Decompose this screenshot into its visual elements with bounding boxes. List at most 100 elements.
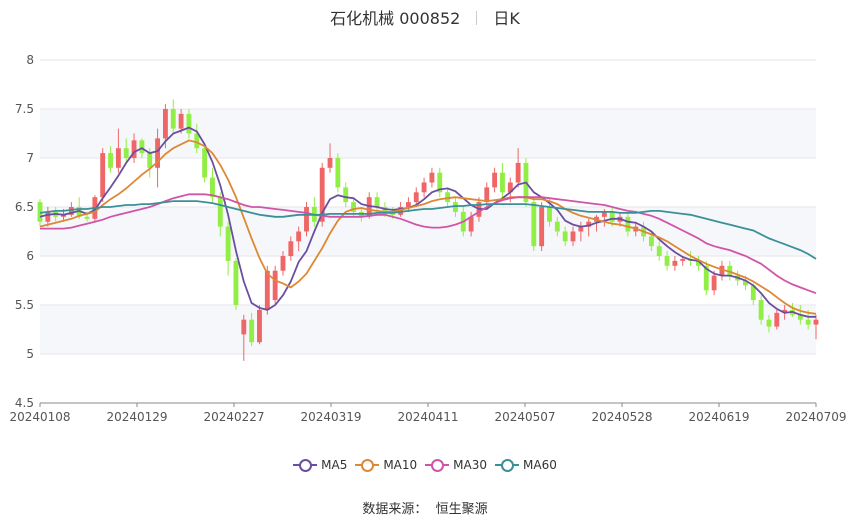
candle-body	[351, 202, 356, 212]
candle-body	[703, 265, 709, 291]
candle-body	[139, 140, 145, 154]
candle-body	[797, 314, 803, 320]
legend-item-ma5[interactable]: MA5	[293, 458, 347, 472]
x-tick-label: 20240411	[397, 410, 458, 424]
candle-body	[272, 270, 278, 301]
candle-body	[343, 187, 349, 203]
candle-body	[453, 202, 458, 212]
candle-body	[304, 207, 309, 232]
candle-body	[468, 216, 474, 232]
y-tick-label: 5	[26, 347, 34, 361]
candle-body	[100, 153, 106, 198]
y-tick-label: 7	[26, 151, 34, 165]
stock-name: 石化机械 000852	[330, 9, 461, 28]
candle-body	[186, 113, 192, 134]
x-tick-label: 20240619	[688, 410, 749, 424]
candle-body	[327, 158, 333, 168]
candle-body	[766, 319, 772, 327]
ma5-line	[39, 126, 816, 318]
candle-body	[531, 202, 537, 247]
candle-body	[743, 280, 748, 286]
candle-body	[45, 211, 51, 222]
candle-body	[210, 177, 215, 198]
legend-label: MA5	[321, 458, 348, 472]
legend-item-ma60[interactable]: MA60	[495, 458, 557, 472]
candle-body	[225, 226, 231, 261]
candle-body	[484, 187, 490, 203]
candle-body	[492, 172, 498, 188]
y-tick-label: 6	[26, 249, 34, 263]
candle-body	[782, 309, 788, 313]
legend-marker-icon	[495, 458, 520, 472]
candle-body	[500, 172, 505, 193]
candle-body	[625, 216, 631, 232]
x-tick-label: 20240108	[9, 410, 70, 424]
y-tick-label: 8	[26, 53, 34, 67]
candle-body	[131, 140, 137, 158]
candle-body	[288, 241, 294, 256]
candle-body	[233, 260, 239, 305]
candle-body	[61, 214, 66, 217]
y-tick-label: 5.5	[15, 298, 34, 312]
candle-body	[413, 192, 419, 203]
candle-body	[539, 207, 545, 247]
candle-body	[672, 260, 678, 266]
y-tick-label: 7.5	[15, 102, 34, 116]
candle-body	[162, 109, 168, 139]
candle-body	[257, 309, 262, 343]
legend-item-ma10[interactable]: MA10	[355, 458, 417, 472]
candle-body	[445, 192, 451, 203]
candle-body	[547, 207, 552, 222]
candle-body	[601, 211, 607, 217]
candle-body	[695, 260, 701, 266]
legend-marker-icon	[425, 458, 450, 472]
x-tick-label: 20240227	[203, 410, 264, 424]
candle-body	[758, 300, 764, 320]
candle-body	[374, 197, 380, 207]
candle-body	[554, 221, 560, 232]
ma60-line	[39, 200, 817, 260]
legend-label: MA30	[453, 458, 488, 472]
candle-body	[37, 202, 43, 222]
candle-body	[280, 256, 286, 271]
y-tick-label: 6.5	[15, 200, 34, 214]
candle-body	[123, 148, 129, 158]
candle-body	[335, 158, 341, 188]
ma10-line	[39, 139, 817, 315]
candle-body	[264, 270, 270, 310]
candle-body	[805, 319, 811, 325]
candle-body	[241, 319, 247, 335]
legend-label: MA10	[383, 458, 418, 472]
candle-body	[429, 172, 435, 183]
candle-body	[711, 275, 717, 291]
legend-marker-icon	[293, 458, 318, 472]
candle-body	[648, 236, 654, 247]
candle-body	[586, 221, 592, 227]
candle-body	[366, 197, 372, 217]
candle-body	[147, 153, 153, 168]
candle-body	[609, 211, 615, 222]
candle-body	[84, 216, 90, 219]
candle-body	[750, 285, 756, 301]
candle-body	[507, 182, 513, 193]
candle-body	[202, 148, 208, 178]
candle-body	[319, 167, 325, 222]
legend-item-ma30[interactable]: MA30	[425, 458, 487, 472]
candle-body	[664, 256, 670, 266]
candle-body	[249, 319, 255, 343]
candle-body	[194, 133, 200, 149]
legend-marker-icon	[355, 458, 380, 472]
candle-body	[727, 265, 733, 276]
candle-body	[578, 226, 584, 232]
candle-body	[170, 109, 176, 129]
grid-band	[40, 305, 816, 354]
grid-band	[40, 207, 816, 256]
candle-body	[774, 312, 780, 327]
candle-body	[108, 153, 113, 168]
data-source: 数据来源： 恒生聚源	[0, 498, 850, 517]
candle-body	[405, 202, 411, 207]
x-tick-label: 20240319	[300, 410, 361, 424]
candle-body	[656, 246, 662, 256]
candle-body	[178, 113, 184, 129]
candle-body	[421, 182, 427, 193]
